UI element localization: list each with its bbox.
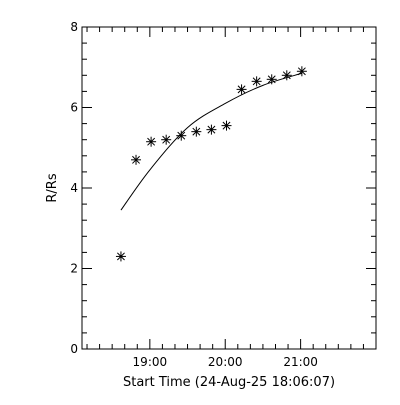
- marker-stroke: [177, 131, 186, 140]
- data-point: [191, 126, 202, 137]
- marker-stroke: [132, 155, 140, 164]
- marker-stroke: [222, 121, 231, 130]
- marker-stroke: [297, 67, 306, 76]
- plot-frame: [81, 26, 377, 350]
- marker-stroke: [282, 71, 291, 80]
- data-point: [296, 66, 307, 77]
- x-axis-ticks: 19:00 20:00 21:00: [86, 27, 364, 369]
- y-axis-label: R/Rs: [45, 173, 60, 202]
- fit-curve: [120, 72, 303, 211]
- y-tick-label: 4: [70, 181, 78, 195]
- data-point: [131, 154, 142, 165]
- marker-stroke: [252, 77, 261, 86]
- marker-stroke: [116, 252, 125, 261]
- marker-stroke: [267, 75, 276, 84]
- y-axis-ticks: 0 2 4 6 8: [70, 20, 376, 356]
- data-point: [115, 251, 126, 262]
- x-tick-label: 19:00: [133, 355, 168, 369]
- marker-stroke: [192, 127, 201, 136]
- data-point: [176, 130, 187, 141]
- data-point: [206, 124, 217, 135]
- data-point: [161, 134, 172, 145]
- data-point: [251, 76, 262, 87]
- data-point: [146, 136, 157, 147]
- y-tick-label: 0: [70, 342, 78, 356]
- marker-stroke: [162, 135, 171, 144]
- data-point: [266, 74, 277, 85]
- y-tick-label: 2: [70, 262, 78, 276]
- data-point: [236, 84, 247, 95]
- y-tick-label: 6: [70, 101, 78, 115]
- x-tick-label: 20:00: [208, 355, 243, 369]
- data-point: [221, 120, 232, 131]
- marker-stroke: [207, 125, 216, 134]
- data-point: [281, 70, 292, 81]
- marker-stroke: [147, 137, 156, 146]
- x-axis-label: Start Time (24-Aug-25 18:06:07): [123, 375, 335, 390]
- series-layer: [115, 66, 307, 262]
- y-tick-label: 8: [70, 20, 78, 34]
- marker-stroke: [237, 85, 246, 94]
- x-tick-label: 21:00: [283, 355, 318, 369]
